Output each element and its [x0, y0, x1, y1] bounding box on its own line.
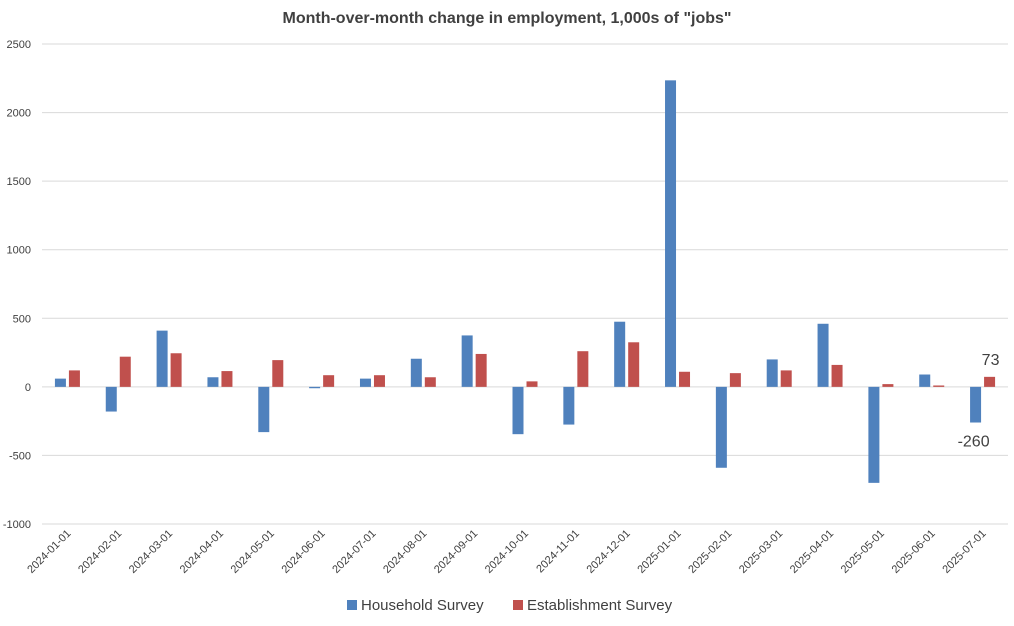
data-label: 73 — [982, 352, 1000, 369]
bar-household — [919, 374, 931, 387]
bar-household — [766, 359, 778, 387]
bar-household — [665, 80, 677, 387]
x-tick-label: 2025-04-01 — [788, 528, 836, 576]
bar-household — [868, 386, 880, 483]
annotations: 73 -260 — [958, 352, 1000, 451]
x-tick-label: 2024-10-01 — [483, 528, 531, 576]
chart-title: Month-over-month change in employment, 1… — [283, 10, 732, 27]
bar-establishment — [984, 376, 996, 387]
bars — [54, 80, 996, 483]
y-tick-label: -1000 — [3, 519, 31, 531]
y-tick-label: 2500 — [7, 39, 31, 51]
bar-household — [970, 386, 982, 423]
y-tick-label: 1500 — [7, 176, 31, 188]
x-tick-label: 2024-04-01 — [178, 528, 226, 576]
bar-establishment — [882, 384, 894, 387]
data-label: -260 — [958, 434, 990, 451]
x-tick-label: 2025-06-01 — [890, 528, 938, 576]
bar-establishment — [119, 356, 131, 387]
bar-household — [461, 335, 473, 387]
legend-swatch — [347, 600, 357, 610]
bar-establishment — [221, 371, 233, 387]
bar-establishment — [526, 381, 538, 387]
bar-household — [309, 386, 321, 389]
x-tick-label: 2024-12-01 — [585, 528, 633, 576]
bar-household — [410, 358, 422, 387]
bar-establishment — [729, 373, 741, 387]
bar-establishment — [577, 351, 589, 387]
bar-household — [105, 386, 117, 412]
x-tick-label: 2024-05-01 — [229, 528, 277, 576]
y-tick-label: 2000 — [7, 108, 31, 120]
bar-household — [54, 378, 66, 387]
x-tick-label: 2025-03-01 — [737, 528, 785, 576]
y-tick-label: 500 — [13, 313, 31, 325]
x-tick-label: 2024-01-01 — [25, 528, 73, 576]
y-tick-label: 1000 — [7, 245, 31, 257]
bar-establishment — [68, 370, 80, 387]
x-tick-label: 2024-08-01 — [381, 528, 429, 576]
bar-establishment — [628, 342, 640, 387]
x-tick-label: 2025-05-01 — [839, 528, 887, 576]
y-tick-label: -500 — [9, 450, 31, 462]
x-tick-label: 2024-06-01 — [279, 528, 327, 576]
bar-establishment — [323, 375, 335, 387]
bar-household — [359, 378, 371, 387]
bar-establishment — [933, 385, 945, 387]
gridlines — [42, 43, 1008, 525]
x-tick-label: 2025-02-01 — [686, 528, 734, 576]
x-tick-label: 2025-07-01 — [940, 528, 988, 576]
bar-household — [512, 386, 524, 435]
bar-household — [614, 321, 626, 387]
bar-household — [207, 377, 219, 387]
y-axis-ticks: -1000 -500 0 500 1000 1500 2000 2500 — [3, 39, 31, 531]
y-tick-label: 0 — [25, 382, 31, 394]
bar-establishment — [780, 370, 792, 387]
x-tick-label: 2024-09-01 — [432, 528, 480, 576]
x-axis-ticks: 2024-01-01 2024-02-01 2024-03-01 2024-04-01… — [25, 528, 988, 576]
bar-establishment — [831, 364, 843, 387]
x-tick-label: 2024-03-01 — [127, 528, 175, 576]
legend-swatch — [513, 600, 523, 610]
bar-establishment — [373, 375, 385, 387]
bar-household — [563, 386, 575, 425]
x-tick-label: 2024-11-01 — [534, 528, 582, 576]
bar-establishment — [170, 353, 182, 387]
x-tick-label: 2024-02-01 — [76, 528, 124, 576]
x-tick-label: 2024-07-01 — [330, 528, 378, 576]
bar-establishment — [424, 377, 436, 387]
bar-household — [817, 323, 829, 387]
bar-household — [258, 386, 270, 433]
legend: Household Survey Establishment Survey — [347, 597, 673, 614]
bar-establishment — [475, 353, 487, 387]
bar-household — [715, 386, 727, 468]
legend-label: Household Survey — [361, 597, 484, 614]
legend-label: Establishment Survey — [527, 597, 673, 614]
x-tick-label: 2025-01-01 — [635, 528, 683, 576]
bar-establishment — [272, 360, 284, 387]
bar-household — [156, 330, 168, 387]
bar-establishment — [679, 371, 691, 387]
